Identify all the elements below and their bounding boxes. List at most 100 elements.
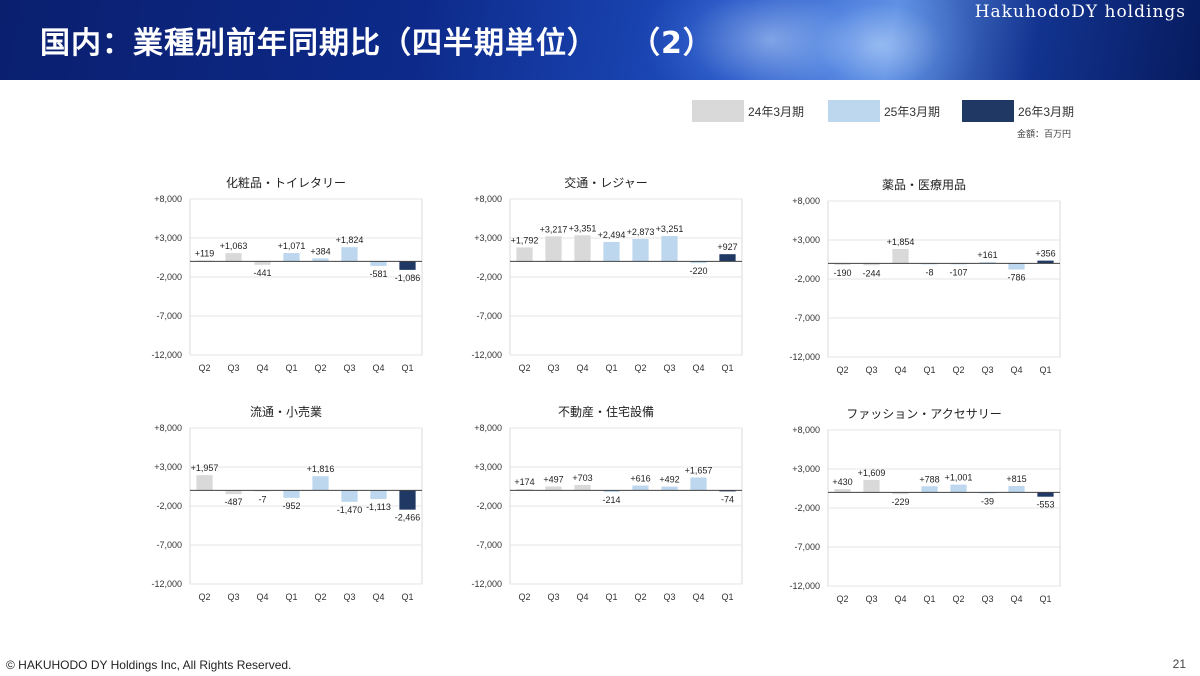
- bar: [574, 484, 591, 491]
- x-tick-label: Q1: [923, 594, 935, 604]
- y-tick-label: -7,000: [794, 313, 820, 323]
- data-label: +1,957: [191, 463, 219, 473]
- copyright-footer: © HAKUHODO DY Holdings Inc, All Rights R…: [6, 658, 292, 672]
- chart-panel-retail: 流通・小売業 +8,000 +3,000 -2,000 -7,000 -12,000 +1,…: [130, 386, 434, 611]
- data-label: +2,873: [627, 227, 655, 237]
- x-tick-label: Q1: [401, 363, 413, 373]
- x-tick-label: Q4: [692, 363, 704, 373]
- x-tick-label: Q1: [923, 365, 935, 375]
- bar: [892, 248, 909, 264]
- header-banner: 国内：業種別前年同期比（四半期単位） （2） HakuhodoDY holdin…: [0, 0, 1200, 80]
- bar: [283, 490, 300, 498]
- data-label: +703: [572, 473, 592, 483]
- chart-panel-real-estate: 不動産・住宅設備 +8,000 +3,000 -2,000 -7,000 -12,000 +…: [450, 386, 754, 611]
- y-tick-label: -2,000: [476, 501, 502, 511]
- data-label: -487: [224, 497, 242, 507]
- x-tick-label: Q3: [865, 365, 877, 375]
- data-label: -39: [981, 496, 994, 506]
- bar: [370, 261, 387, 266]
- chart-panel-cosmetics: 化粧品・トイレタリー +8,000 +3,000 -2,000 -7,000 -12,00…: [130, 157, 434, 382]
- data-label: +616: [630, 474, 650, 484]
- chart-title: 流通・小売業: [250, 404, 322, 419]
- x-tick-label: Q2: [518, 592, 530, 602]
- bar: [661, 486, 678, 491]
- legend-swatch-fy25: [828, 100, 880, 122]
- bar: [516, 247, 533, 262]
- x-tick-label: Q1: [721, 592, 733, 602]
- bar: [979, 262, 996, 264]
- y-tick-label: -2,000: [794, 274, 820, 284]
- bar: [341, 490, 358, 502]
- bar: [516, 489, 533, 491]
- legend-label-fy24: 24年3月期: [748, 105, 805, 119]
- chart-title: 交通・レジャー: [564, 175, 647, 190]
- y-tick-label: +8,000: [154, 423, 182, 433]
- x-tick-label: Q2: [198, 592, 210, 602]
- y-tick-label: -12,000: [789, 352, 820, 362]
- bar: [312, 476, 329, 491]
- bar: [863, 263, 880, 266]
- company-logo-text: HakuhodoDY holdings: [974, 2, 1186, 22]
- data-label: -581: [369, 269, 387, 279]
- data-label: +119: [195, 248, 215, 258]
- x-tick-label: Q1: [721, 363, 733, 373]
- data-label: -214: [602, 495, 620, 505]
- unit-note: 金額：百万円: [1017, 129, 1072, 139]
- x-tick-label: Q3: [865, 594, 877, 604]
- data-label: -553: [1036, 500, 1054, 510]
- data-label: -8: [925, 267, 933, 277]
- x-tick-label: Q4: [692, 592, 704, 602]
- page-title: 国内：業種別前年同期比（四半期単位） （2）: [40, 26, 714, 61]
- y-tick-label: -12,000: [789, 581, 820, 591]
- data-label: +174: [514, 477, 534, 487]
- chart-title: 薬品・医療用品: [882, 178, 966, 192]
- x-tick-label: Q3: [227, 363, 239, 373]
- data-label: +430: [832, 477, 852, 487]
- data-label: +1,071: [278, 241, 306, 251]
- data-label: +1,609: [858, 468, 886, 478]
- y-tick-label: -12,000: [471, 350, 502, 360]
- bar-chart: 流通・小売業 +8,000 +3,000 -2,000 -7,000 -12,000 +1,…: [151, 404, 423, 602]
- x-tick-label: Q4: [1010, 365, 1022, 375]
- data-label: +1,792: [511, 235, 539, 245]
- bar: [632, 485, 649, 491]
- x-tick-label: Q4: [894, 365, 906, 375]
- chart-panel-transport-leisure: 交通・レジャー +8,000 +3,000 -2,000 -7,000 -12,000 +1…: [450, 157, 754, 382]
- bar: [834, 263, 851, 265]
- data-label: +788: [919, 474, 939, 484]
- bar: [1037, 492, 1054, 497]
- x-tick-label: Q4: [576, 592, 588, 602]
- x-tick-label: Q1: [1039, 594, 1051, 604]
- bar-chart: ファッション・アクセサリー +8,000 +3,000 -2,000 -7,000 -12…: [789, 407, 1061, 604]
- data-label: -107: [949, 267, 967, 277]
- data-label: +384: [310, 246, 330, 256]
- x-tick-label: Q2: [198, 363, 210, 373]
- chart-panel-pharma-medical: 薬品・医療用品 +8,000 +3,000 -2,000 -7,000 -12,000 -1…: [768, 159, 1072, 384]
- y-tick-label: +3,000: [154, 233, 182, 243]
- y-tick-label: -2,000: [794, 503, 820, 513]
- bar: [370, 490, 387, 500]
- bar: [283, 253, 300, 262]
- x-tick-label: Q1: [1039, 365, 1051, 375]
- x-tick-label: Q4: [1010, 594, 1022, 604]
- x-tick-label: Q3: [547, 592, 559, 602]
- x-tick-label: Q3: [227, 592, 239, 602]
- x-tick-label: Q2: [836, 594, 848, 604]
- data-label: -1,113: [366, 502, 391, 512]
- x-tick-label: Q4: [372, 363, 384, 373]
- data-label: -220: [689, 266, 707, 276]
- data-label: +3,351: [569, 223, 597, 233]
- bar-chart: 交通・レジャー +8,000 +3,000 -2,000 -7,000 -12,000 +1…: [471, 175, 743, 373]
- bar: [196, 475, 213, 491]
- bar: [545, 236, 562, 262]
- data-label: +1,816: [307, 464, 335, 474]
- x-tick-label: Q1: [605, 363, 617, 373]
- data-label: +3,251: [656, 224, 684, 234]
- bar: [719, 254, 736, 262]
- y-tick-label: -2,000: [156, 272, 182, 282]
- data-label: -952: [282, 501, 300, 511]
- y-tick-label: +3,000: [792, 464, 820, 474]
- y-tick-label: -12,000: [471, 579, 502, 589]
- bar: [863, 479, 880, 493]
- bar: [690, 261, 707, 264]
